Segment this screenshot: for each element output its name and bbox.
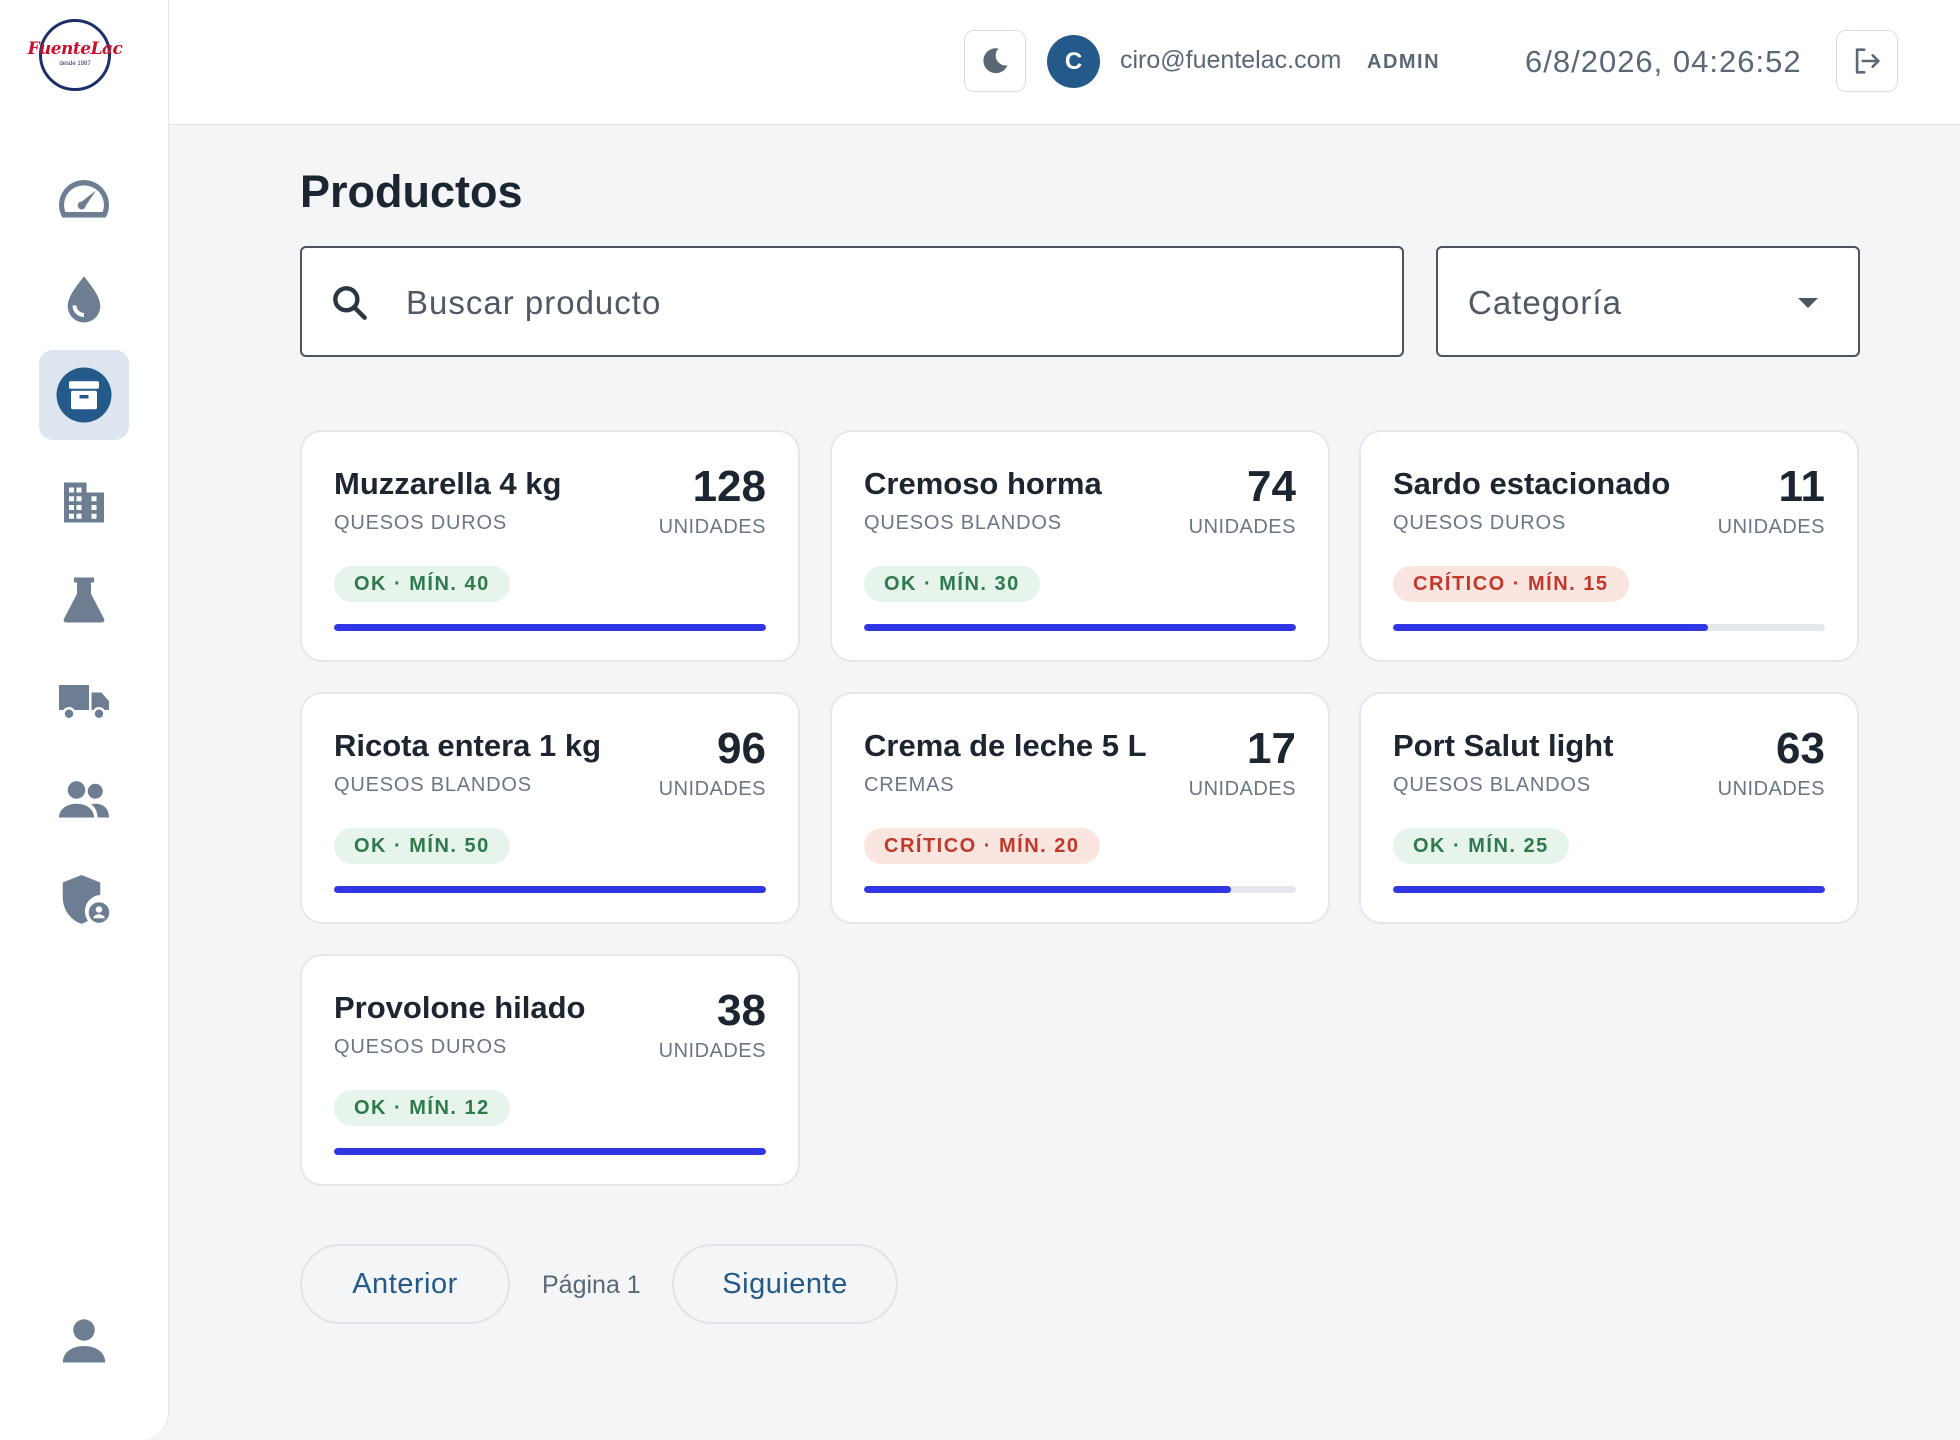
product-name: Sardo estacionado (1393, 466, 1671, 501)
stock-status-badge: OK · MÍN. 40 (334, 566, 510, 602)
page-title: Productos (300, 166, 523, 217)
current-datetime: 6/8/2026, 04:26:52 (1525, 44, 1802, 79)
logo-subtitle: desde 1987 (59, 61, 91, 67)
product-quantity: 38 (717, 986, 766, 1035)
product-quantity: 96 (717, 724, 766, 773)
product-quantity: 17 (1247, 724, 1296, 773)
next-page-button[interactable]: Siguiente (672, 1244, 898, 1324)
stock-status-badge: CRÍTICO · MÍN. 15 (1393, 566, 1629, 602)
product-card[interactable]: Sardo estacionado QUESOS DUROS 11 UNIDAD… (1359, 430, 1859, 662)
product-category: QUESOS BLANDOS (1393, 774, 1591, 796)
product-category: QUESOS BLANDOS (334, 774, 532, 796)
nav-customers[interactable] (39, 755, 129, 845)
product-name: Port Salut light (1393, 728, 1614, 763)
product-card[interactable]: Muzzarella 4 kg QUESOS DUROS 128 UNIDADE… (300, 430, 800, 662)
product-grid: Muzzarella 4 kg QUESOS DUROS 128 UNIDADE… (300, 430, 1860, 1190)
product-category: QUESOS DUROS (1393, 512, 1566, 534)
product-card[interactable]: Crema de leche 5 L CREMAS 17 UNIDADES CR… (830, 692, 1330, 924)
product-card[interactable]: Cremoso horma QUESOS BLANDOS 74 UNIDADES… (830, 430, 1330, 662)
stock-level-bar (864, 624, 1296, 631)
nav-dashboard[interactable] (39, 155, 129, 245)
product-category: CREMAS (864, 774, 955, 796)
product-quantity: 63 (1776, 724, 1825, 773)
search-field[interactable] (300, 246, 1404, 357)
product-category: QUESOS DUROS (334, 512, 507, 534)
product-quantity: 74 (1247, 462, 1296, 511)
stock-level-fill (1393, 624, 1709, 631)
user-email: ciro@fuentelac.com (1120, 46, 1342, 74)
nav-branches[interactable] (39, 455, 129, 545)
theme-toggle-button[interactable] (964, 30, 1026, 92)
shield-user-icon (62, 875, 112, 926)
product-unit: UNIDADES (658, 1040, 766, 1062)
sidebar: FuenteLac desde 1987 (0, 0, 169, 1440)
chevron-down-icon (1798, 298, 1818, 308)
stock-status-badge: OK · MÍN. 30 (864, 566, 1040, 602)
user-role-badge: ADMIN (1367, 51, 1441, 73)
category-select[interactable]: Categoría (1436, 246, 1860, 357)
nav-milk[interactable] (39, 255, 129, 345)
truck-icon (59, 685, 109, 721)
logout-button[interactable] (1836, 30, 1898, 92)
search-icon (333, 286, 367, 320)
product-unit: UNIDADES (658, 516, 766, 538)
product-name: Crema de leche 5 L (864, 728, 1147, 763)
logout-icon (1855, 48, 1880, 74)
moon-icon (983, 48, 1008, 74)
nav-profile[interactable] (39, 1295, 129, 1385)
users-icon (59, 781, 109, 818)
stock-status-badge: OK · MÍN. 50 (334, 828, 510, 864)
product-card[interactable]: Provolone hilado QUESOS DUROS 38 UNIDADE… (300, 954, 800, 1186)
logo-wordmark: FuenteLac (27, 39, 123, 59)
drop-icon (67, 276, 101, 323)
product-name: Ricota entera 1 kg (334, 728, 602, 763)
stock-level-fill (334, 624, 766, 631)
previous-page-button[interactable]: Anterior (300, 1244, 510, 1324)
page-indicator: Página 1 (542, 1271, 641, 1299)
stock-level-bar (864, 886, 1296, 893)
category-select-label: Categoría (1468, 284, 1622, 321)
product-card[interactable]: Port Salut light QUESOS BLANDOS 63 UNIDA… (1359, 692, 1859, 924)
flask-icon (63, 577, 105, 623)
stock-status-badge: OK · MÍN. 12 (334, 1090, 510, 1126)
product-unit: UNIDADES (1717, 778, 1825, 800)
brand-logo[interactable]: FuenteLac desde 1987 (28, 19, 123, 91)
product-quantity: 128 (692, 462, 766, 511)
product-card[interactable]: Ricota entera 1 kg QUESOS BLANDOS 96 UNI… (300, 692, 800, 924)
stock-level-bar (334, 624, 766, 631)
nav-products[interactable] (39, 350, 129, 440)
speedometer-icon (59, 180, 109, 218)
stock-status-badge: OK · MÍN. 25 (1393, 828, 1569, 864)
stock-level-bar (1393, 624, 1825, 631)
building-icon (64, 482, 104, 523)
product-quantity: 11 (1778, 462, 1825, 511)
stock-level-fill (334, 886, 766, 893)
product-name: Cremoso horma (864, 466, 1102, 501)
nav-laboratory[interactable] (39, 555, 129, 645)
product-unit: UNIDADES (1717, 516, 1825, 538)
search-input[interactable] (404, 248, 1368, 357)
product-name: Provolone hilado (334, 990, 586, 1025)
product-name: Muzzarella 4 kg (334, 466, 562, 501)
stock-level-fill (1393, 886, 1825, 893)
product-unit: UNIDADES (1188, 778, 1296, 800)
stock-level-bar (334, 1148, 766, 1155)
stock-level-fill (334, 1148, 766, 1155)
stock-status-badge: CRÍTICO · MÍN. 20 (864, 828, 1100, 864)
stock-level-bar (334, 886, 766, 893)
nav-security[interactable] (39, 855, 129, 945)
product-unit: UNIDADES (658, 778, 766, 800)
stock-level-bar (1393, 886, 1825, 893)
avatar[interactable]: C (1047, 35, 1100, 88)
stock-level-fill (864, 624, 1296, 631)
product-category: QUESOS DUROS (334, 1036, 507, 1058)
product-category: QUESOS BLANDOS (864, 512, 1062, 534)
nav-logistics[interactable] (39, 655, 129, 745)
archive-box-icon (56, 367, 112, 423)
product-unit: UNIDADES (1188, 516, 1296, 538)
stock-level-fill (864, 886, 1232, 893)
person-icon (62, 1319, 106, 1363)
